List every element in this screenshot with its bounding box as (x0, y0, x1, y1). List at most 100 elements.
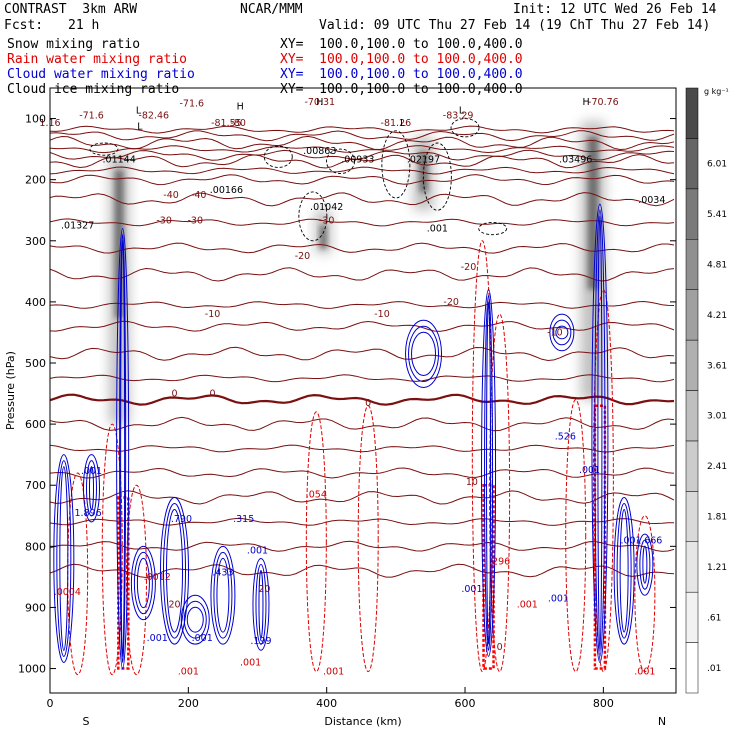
center-name: NCAR/MMM (240, 2, 303, 17)
x-tick-label: 0 (47, 697, 54, 710)
isotherm-line (50, 300, 675, 309)
x-tick-label: 400 (316, 697, 337, 710)
isotherm-line (50, 374, 675, 383)
cloud-water-contour (642, 545, 648, 584)
cloud-water-contour (166, 508, 184, 633)
cloud-ice-label: .01042 (310, 202, 343, 213)
cloud-ice-contour (422, 142, 452, 211)
isotherm-label: -82.46 (138, 111, 169, 122)
plot-frame (49, 87, 677, 694)
y-tick-label: 900 (25, 601, 46, 614)
extremum-label: L (137, 122, 143, 133)
valid-time: Valid: 09 UTC Thu 27 Feb 14 (19 ChT Thu … (319, 18, 711, 33)
isotherm-label: 20 (168, 599, 180, 610)
cloud-water-contour (594, 209, 606, 657)
cloud-water-contour (216, 557, 230, 633)
isotherm-label: -40 (163, 190, 179, 201)
colorbar-tick-label: 1.81 (707, 513, 727, 523)
y-tick-label: 200 (25, 174, 46, 187)
colorbar-swatch (685, 239, 699, 290)
rain-water-contour (125, 484, 147, 676)
isotherm-line (50, 154, 675, 169)
cloud-ice-label: .02197 (407, 155, 440, 166)
cloud-water-contour (481, 289, 497, 657)
contour-labels: -71.6 -82.46 -81.55 -71.6 -70.31 -81.26 -83.29… (39, 97, 665, 678)
cloud-water-label: .315 (233, 514, 254, 525)
colorbar: .01 .61 1.21 1.81 2.41 3.01 3.61 4.21 4.81 5.41 6.… (685, 87, 729, 694)
field-rain-name: Rain water mixing ratio (7, 52, 188, 67)
cloud-water-contour (613, 496, 635, 645)
y-tick-label: 300 (25, 235, 46, 248)
cloud-water-contour (59, 466, 69, 651)
field-cloudice-xy: XY= 100.0,100.0 to 100.0,400.0 (280, 82, 523, 97)
colorbar-swatch (685, 390, 699, 442)
colorbar-tick-label: 3.01 (707, 412, 727, 422)
y-tick-label: 800 (25, 540, 46, 553)
field-snow-xy: XY= 100.0,100.0 to 100.0,400.0 (280, 37, 523, 52)
isotherm-label: -71.6 (79, 111, 104, 122)
colorbar-tick-label: 3.61 (707, 361, 727, 371)
y-tick-label: 700 (25, 479, 46, 492)
cloud-water-label: 1.896 (74, 508, 101, 519)
isotherm-label: -20 (461, 262, 477, 273)
isotherm-line (50, 540, 675, 552)
cloud-water-contour (130, 545, 156, 621)
isotherm-label: -10 (205, 309, 221, 320)
field-cloudwater-xy: XY= 100.0,100.0 to 100.0,400.0 (280, 67, 523, 82)
cloud-water-contour (616, 502, 632, 639)
field-cloudice-name: Cloud ice mixing ratio (7, 82, 180, 97)
isotherm-label: -83.29 (443, 111, 474, 122)
cloud-water-contour (133, 551, 153, 615)
cloud-water-contour (163, 502, 187, 639)
cloud-water-contour (136, 557, 150, 609)
cloud-water-label: .001 (579, 465, 600, 476)
isotherm-line (50, 518, 674, 526)
cloud-water-contour (255, 564, 267, 645)
isotherm-label: 0 (497, 642, 503, 653)
colorbar-swatch (685, 491, 699, 543)
forecast-label: Fcst: (4, 18, 44, 33)
init-time: Init: 12 UTC Wed 26 Feb 14 (513, 2, 717, 17)
colorbar-tick-label: 4.81 (707, 260, 727, 270)
isotherm-label: 10 (466, 477, 478, 488)
cloud-water-contour (411, 331, 437, 376)
rain-water-label: .296 (489, 557, 510, 568)
cloud-ice-contour (478, 221, 508, 236)
rain-water-contour (101, 423, 123, 676)
cloud-water-contour (597, 215, 603, 651)
cloud-ice-contour (89, 142, 119, 156)
colorbar-swatch (685, 591, 699, 643)
field-cloudwater-name: Cloud water mixing ratio (7, 67, 195, 82)
cloud-water-contour (486, 301, 492, 645)
rain-water-contour (592, 289, 614, 673)
snow-core-0 (114, 170, 124, 319)
rain-water-contour (489, 313, 511, 673)
cloud-water-contour (116, 228, 130, 670)
cloud-water-label: .001 (147, 633, 168, 644)
y-tick-label: 500 (25, 357, 46, 370)
extremum-label: H (582, 97, 589, 108)
y-tick-label: 100 (25, 113, 46, 126)
cloud-water-contour (549, 313, 575, 352)
y-axis-label: Pressure (hPa) (4, 351, 17, 430)
cloud-water-contour (183, 600, 207, 639)
cloud-ice-label: .01327 (61, 221, 94, 232)
cloud-ice-contour (298, 191, 328, 242)
isotherm-line (50, 135, 675, 151)
colorbar-tick-label: .01 (707, 664, 721, 674)
x-axis-label: Distance (km) (324, 715, 401, 728)
cloud-water-contour (180, 594, 210, 645)
cloud-water-contour (210, 545, 236, 645)
cloud-water-contour (160, 496, 190, 645)
cloud-ice-label: .00166 (210, 185, 243, 196)
isotherm-line (50, 166, 675, 175)
rain-water-label: .054 (306, 489, 327, 500)
isotherm-line (50, 416, 675, 432)
colorbar-tick-label: 1.21 (707, 563, 727, 573)
colorbar-tick-label: .61 (707, 613, 721, 623)
isotherm-line (50, 346, 675, 362)
extremum-label: H (316, 97, 323, 108)
isotherm-label: -30 (156, 216, 172, 227)
field-rain-xy: XY= 100.0,100.0 to 100.0,400.0 (280, 52, 523, 67)
